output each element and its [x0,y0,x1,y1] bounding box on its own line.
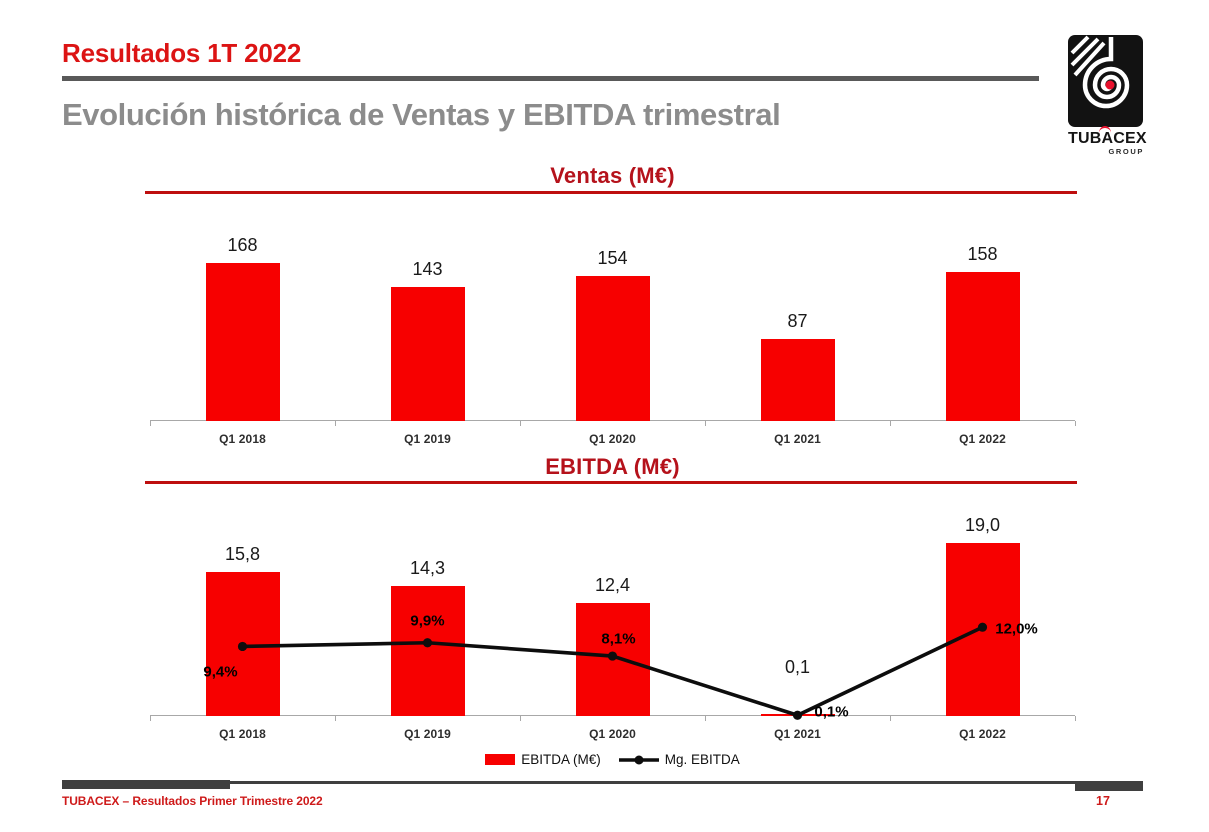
footer-rule-left-block [62,780,230,789]
axis-tick [705,716,706,721]
ebitda-chart-title: EBITDA (M€) [545,454,680,479]
footer-rule-right-block [1075,782,1143,791]
axis-tick [520,421,521,426]
line-value-label: 8,1% [601,630,636,648]
x-axis-label: Q1 2022 [959,432,1006,446]
bar-value-label: 0,1 [784,657,811,677]
ebitda-plot: Q1 2018 Q1 2019 Q1 2020 Q1 2021 Q1 2022 15,8 1… [150,515,1076,741]
mg-ebitda-line [237,622,988,720]
bar-q1-2019 [390,586,465,716]
header-divider [62,76,1039,81]
line-value-label: 9,4% [203,663,238,681]
x-axis-label: Q1 2022 [959,727,1006,741]
legend-label-ebitda: EBITDA (M€) [521,752,601,767]
axis-tick [150,716,151,721]
x-axis-label: Q1 2020 [589,432,636,446]
bar-value-label: 143 [412,259,443,279]
tubacex-logo: TUBACEX GROUP [1068,35,1148,156]
line-point-marker [977,622,988,632]
axis-tick [705,421,706,426]
slide-kicker: Resultados 1T 2022 [62,38,302,68]
x-axis-label: Q1 2021 [774,432,821,446]
line-value-label: 0,1% [814,703,849,721]
axis-tick [1075,421,1076,426]
ventas-chart-title: Ventas (M€) [550,163,675,188]
line-marker-icon [618,755,659,764]
x-axis-label: Q1 2019 [404,727,451,741]
line-point-marker [237,641,248,652]
legend-label-mg-ebitda: Mg. EBITDA [664,752,740,767]
line-point-marker [607,651,618,661]
ventas-plot: Q1 2018 Q1 2019 Q1 2020 Q1 2021 Q1 2022 168 14… [150,225,1076,446]
bar-swatch-icon [485,754,516,765]
axis-tick [520,716,521,721]
legend-item-ebitda: EBITDA (M€) [485,752,601,767]
bar-value-label: 154 [597,248,628,268]
axis-tick [335,716,336,721]
ebitda-title-rule [145,481,1077,484]
bar-q1-2019 [390,287,465,421]
line-point-marker [422,638,433,648]
line-value-label: 12,0% [995,620,1038,638]
logo-red-dot [1105,80,1115,90]
axis-tick [335,421,336,426]
footer-text: TUBACEX – Resultados Primer Trimestre 20… [62,794,323,808]
axis-tick [150,421,151,426]
bar-q1-2022 [945,272,1020,421]
page-title: Evolución histórica de Ventas y EBITDA t… [62,97,781,132]
x-axis-label: Q1 2020 [589,727,636,741]
bar-value-label: 19,0 [964,515,1001,535]
tubacex-spiral-icon [1068,35,1143,127]
x-axis-label: Q1 2019 [404,432,451,446]
bar-value-label: 87 [787,311,808,331]
bar-q1-2021 [760,339,835,421]
logo-brand-text: TUBACEX [1068,130,1147,147]
logo-group-text: GROUP [1108,147,1144,156]
logo-caret-accent-icon [1099,126,1111,133]
bar-value-label: 14,3 [409,558,446,578]
bar-value-label: 158 [967,244,998,264]
line-point-marker [792,710,803,720]
legend-item-mg-ebitda: Mg. EBITDA [618,752,740,767]
line-value-label: 9,9% [410,612,445,630]
bar-q1-2020 [575,276,650,421]
page-number: 17 [1096,794,1110,808]
x-axis-label: Q1 2018 [219,727,266,741]
bar-q1-2018 [205,263,280,421]
bar-value-label: 15,8 [224,544,261,564]
axis-tick [1075,716,1076,721]
ebitda-legend: EBITDA (M€) Mg. EBITDA [150,752,1075,767]
axis-tick [890,716,891,721]
x-axis-label: Q1 2018 [219,432,266,446]
axis-tick [890,421,891,426]
bar-value-label: 168 [227,235,258,255]
bar-value-label: 12,4 [594,575,631,595]
footer-rule [62,781,1143,784]
x-axis-label: Q1 2021 [774,727,821,741]
ventas-title-rule [145,191,1077,194]
